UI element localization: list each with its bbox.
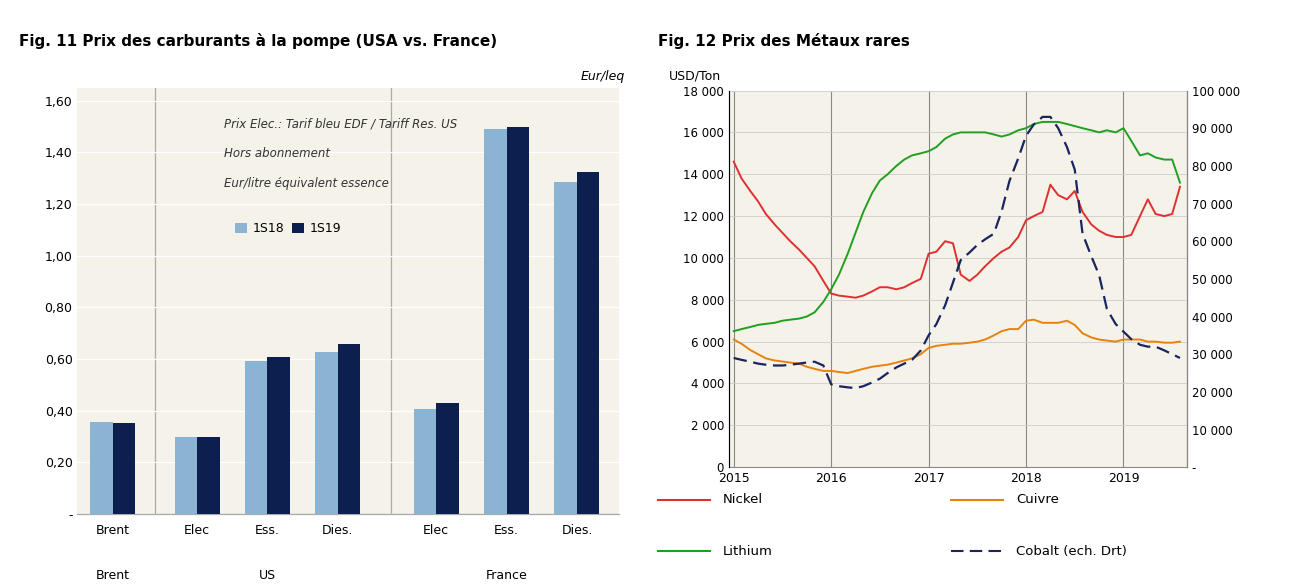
Bar <box>338 343 360 514</box>
Bar <box>315 352 338 514</box>
Legend: 1S18, 1S19: 1S18, 1S19 <box>230 217 346 241</box>
Bar <box>484 129 507 514</box>
Bar <box>414 408 436 514</box>
Bar <box>436 404 459 514</box>
Text: Cobalt (ech. Drt): Cobalt (ech. Drt) <box>1017 545 1127 558</box>
Bar <box>555 182 577 514</box>
Text: USD/Ton: USD/Ton <box>670 70 721 83</box>
Text: Fig. 12 Prix des Métaux rares: Fig. 12 Prix des Métaux rares <box>658 33 909 49</box>
Bar <box>245 361 267 514</box>
Bar <box>267 357 290 514</box>
Text: Cuivre: Cuivre <box>1017 493 1059 506</box>
Text: Fig. 11 Prix des carburants à la pompe (USA vs. France): Fig. 11 Prix des carburants à la pompe (… <box>19 33 497 49</box>
Bar <box>577 172 600 514</box>
Bar <box>90 422 112 514</box>
Text: Nickel: Nickel <box>724 493 764 506</box>
Bar <box>112 423 135 514</box>
Text: Brent: Brent <box>95 569 129 582</box>
Text: Lithium: Lithium <box>724 545 773 558</box>
Text: Eur/leq: Eur/leq <box>580 70 624 84</box>
Text: Prix Elec.: Tarif bleu EDF / Tariff Res. US: Prix Elec.: Tarif bleu EDF / Tariff Res.… <box>223 117 457 130</box>
Text: France: France <box>486 569 528 582</box>
Text: Eur/litre équivalent essence: Eur/litre équivalent essence <box>223 177 388 190</box>
Bar <box>507 127 529 514</box>
Text: US: US <box>259 569 276 582</box>
Bar <box>174 437 197 514</box>
Bar <box>197 437 219 514</box>
Text: Hors abonnement: Hors abonnement <box>223 147 330 160</box>
